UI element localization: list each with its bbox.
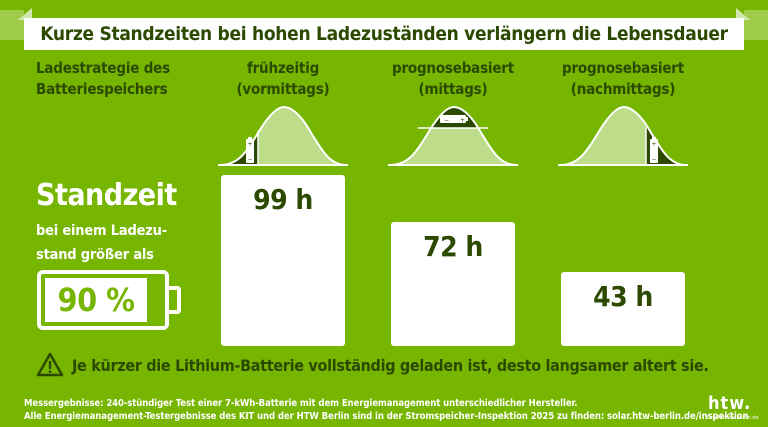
row-header-line1: Ladestrategie des [36,59,170,77]
solar-curve-battery-right-icon: + − [558,105,688,166]
row-header-line2: Batteriespeichers [36,80,168,98]
svg-text:+: + [651,141,656,148]
row-header: Ladestrategie des Batteriespeichers [36,58,170,100]
standzeit-subtitle: bei einem Ladezu- stand größer als [36,219,167,267]
note-text: Je kürzer die Lithium-Batterie vollständ… [72,355,709,375]
footer-line1: Messergebnisse: 240-stündiger Test einer… [24,398,578,409]
svg-text:−: − [444,117,449,124]
title-banner: Kurze Standzeiten bei hohen Ladezustände… [24,18,744,50]
column-header-2: prognosebasiert (mittags) [370,58,536,100]
svg-text:+: + [460,117,465,124]
column-header-3: prognosebasiert (nachmittags) [540,58,706,100]
solar-curve-battery-left-icon: + − [218,105,348,166]
note: Je kürzer die Lithium-Batterie vollständ… [36,352,709,378]
column-header-1: frühzeitig (vormittags) [200,58,366,100]
solar-curve-battery-top-icon: − + [388,105,518,166]
ribbon-fold-right [744,10,768,40]
standzeit-line1: bei einem Ladezu- [36,223,167,239]
ribbon-fold-right-corner [736,8,750,20]
svg-text:−: − [651,156,656,163]
column-header-2-line1: prognosebasiert [391,59,514,77]
standzeit-title: Standzeit [36,178,177,213]
bar-value: 72 h [423,230,483,263]
column-header-3-line2: (nachmittags) [570,80,676,98]
standzeit-line2: stand größer als [36,247,154,263]
logo-credit: © solar.htw-berlin.de [706,415,759,421]
ribbon-fold-left-corner [18,8,32,20]
battery-icon: 90 % [37,270,169,330]
column-header-1-line2: (vormittags) [236,80,330,98]
bar-mittags: 72 h [391,222,515,346]
warning-icon [36,352,64,377]
column-header-3-line1: prognosebasiert [561,59,684,77]
bar-value: 99 h [253,183,313,216]
ribbon-fold-left [0,10,24,40]
svg-text:−: − [247,156,252,163]
threshold-value: 90 % [57,281,135,319]
page-title: Kurze Standzeiten bei hohen Ladezustände… [40,23,728,45]
battery-tip [169,286,181,314]
bar-value: 43 h [593,280,653,313]
svg-text:+: + [247,141,252,148]
footer-line2: Alle Energiemanagement-Testergebnisse de… [24,411,749,422]
battery-fill: 90 % [45,278,147,322]
bar-fruehzeitig: 99 h [221,175,345,346]
column-header-2-line2: (mittags) [418,80,488,98]
htw-logo: htw. [708,393,752,414]
column-header-1-line1: frühzeitig [246,59,320,77]
footer: Messergebnisse: 240-stündiger Test einer… [24,397,749,423]
bar-nachmittags: 43 h [561,272,685,346]
